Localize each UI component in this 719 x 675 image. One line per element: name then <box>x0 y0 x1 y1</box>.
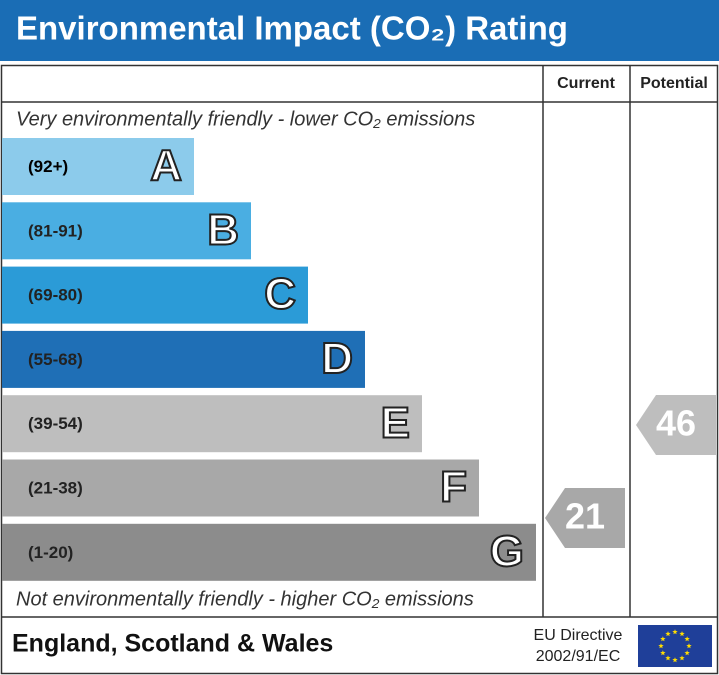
potential-arrow <box>636 395 716 455</box>
current-arrow <box>545 488 625 548</box>
current-rating: 21 <box>565 496 605 537</box>
band-letter: C <box>264 270 296 319</box>
band-bar <box>2 395 422 453</box>
eu-star <box>679 655 685 661</box>
band-bar <box>2 138 194 195</box>
band-range: (92+) <box>28 157 68 176</box>
bottom-note: Not environmentally friendly - higher CO… <box>16 588 474 610</box>
eu-star <box>660 636 666 642</box>
directive: EU Directive <box>534 627 623 644</box>
eu-star <box>660 650 666 656</box>
directive: 2002/91/EC <box>536 648 621 665</box>
band-letter: A <box>150 141 182 190</box>
band-letter: E <box>381 398 410 447</box>
frame <box>0 64 719 675</box>
band-letter: F <box>440 463 467 512</box>
eu-star <box>672 629 678 635</box>
eu-stars <box>658 629 692 663</box>
band-range: (39-54) <box>28 414 83 433</box>
eu-star <box>684 636 690 642</box>
band-range: (69-80) <box>28 286 83 305</box>
band-bar <box>2 202 251 260</box>
band-bar <box>2 330 365 388</box>
band-range: (1-20) <box>28 543 73 562</box>
eu-star <box>658 643 664 649</box>
header-bar <box>0 0 719 61</box>
top-note: Very environmentally friendly - lower CO… <box>16 108 475 130</box>
eu-star <box>679 631 685 637</box>
band-letter: D <box>321 334 353 383</box>
band-letter: G <box>490 527 524 576</box>
band-bar <box>2 523 536 581</box>
potential-rating: 46 <box>656 403 696 444</box>
band-bar <box>2 459 479 517</box>
potential-header: Potential <box>640 75 708 92</box>
eu-star <box>672 657 678 663</box>
current-header: Current <box>557 75 615 92</box>
eu-star <box>684 650 690 656</box>
eu-star <box>665 655 671 661</box>
eu-star <box>686 643 692 649</box>
region: England, Scotland & Wales <box>12 630 333 658</box>
band-bar <box>2 266 308 324</box>
eu-star <box>665 631 671 637</box>
title: Environmental Impact (CO₂) Rating <box>16 10 568 47</box>
band-range: (55-68) <box>28 350 83 369</box>
band-range: (81-91) <box>28 221 83 240</box>
band-range: (21-38) <box>28 478 83 497</box>
band-letter: B <box>207 205 239 254</box>
